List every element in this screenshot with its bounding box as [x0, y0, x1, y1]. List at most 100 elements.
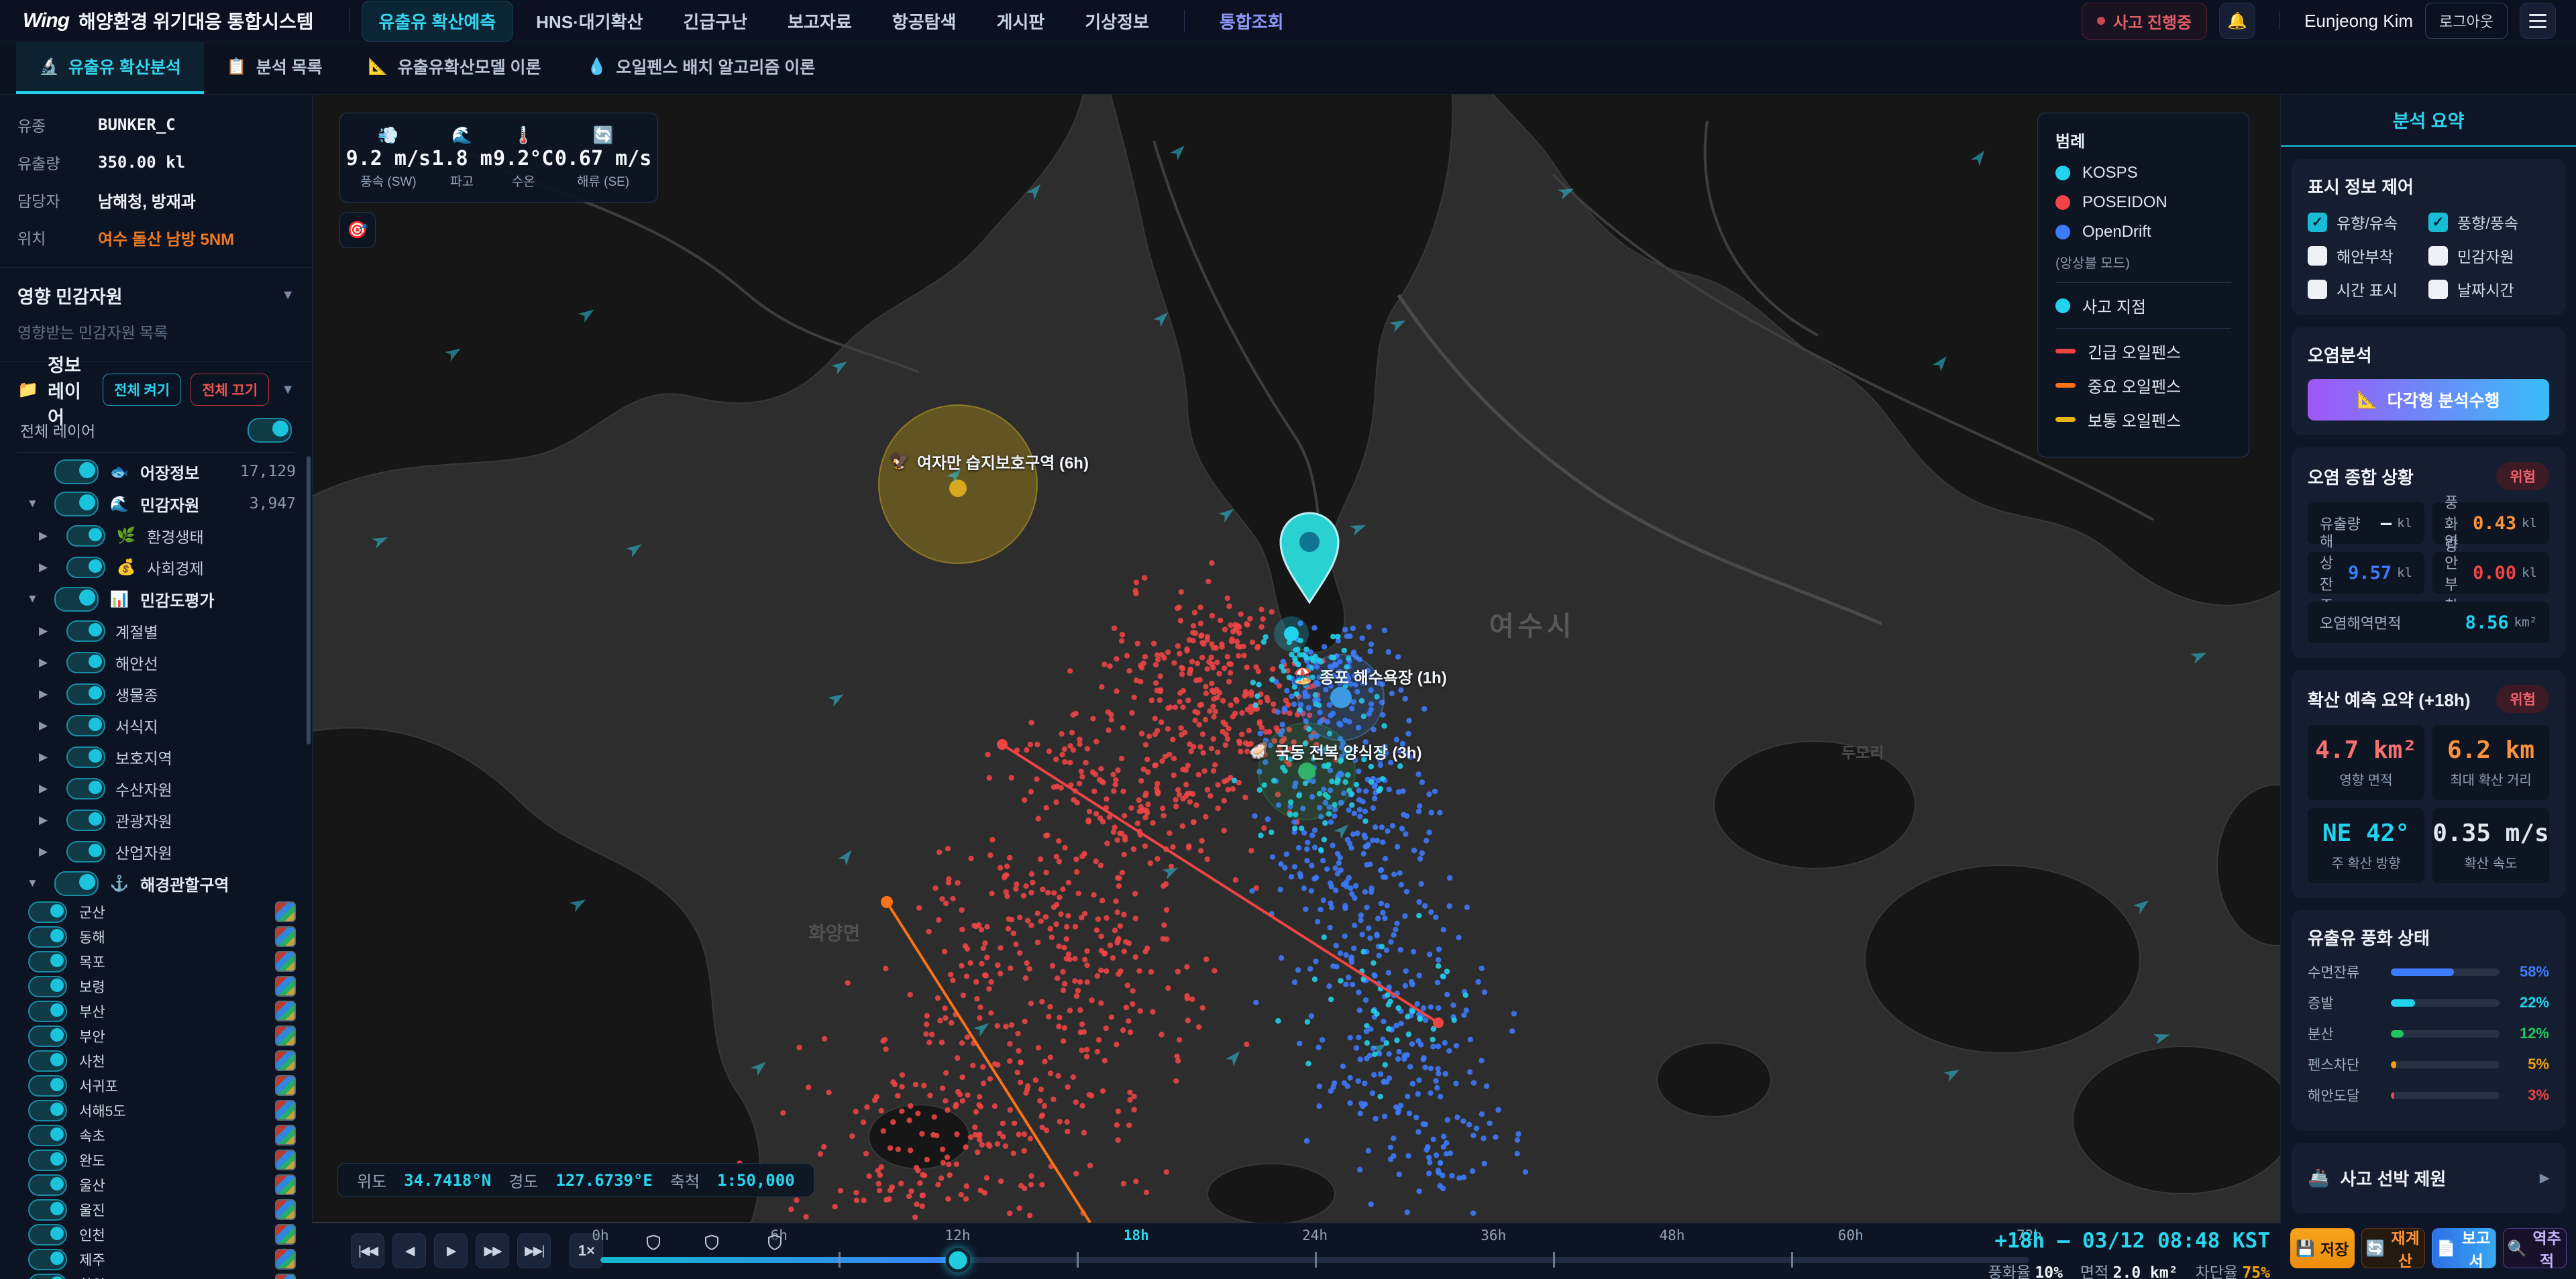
all-layers-on-button[interactable]: 전체 켜기 — [102, 374, 182, 406]
layer-toggle[interactable] — [66, 714, 105, 736]
polygon-analysis-button[interactable]: 📐 다각형 분석수행 — [2308, 379, 2549, 421]
tab-item[interactable]: 💧 오일펜스 배치 알고리즘 이론 — [564, 42, 839, 94]
region-style-icon[interactable] — [275, 1174, 296, 1195]
region-style-icon[interactable] — [275, 1100, 296, 1121]
notifications-button[interactable]: 🔔 — [2219, 3, 2256, 39]
layer-toggle[interactable] — [66, 620, 105, 642]
chevron-right-icon[interactable]: ▶ — [39, 781, 48, 795]
speed-button[interactable]: 1× — [570, 1233, 604, 1268]
region-toggle[interactable] — [28, 975, 67, 997]
chevron-right-icon[interactable]: ▶ — [39, 529, 48, 542]
unchecked-checkbox-icon[interactable] — [2428, 245, 2448, 266]
layer-toggle[interactable] — [66, 683, 105, 705]
layer-toggle[interactable] — [66, 746, 105, 768]
region-style-icon[interactable] — [275, 1249, 296, 1270]
region-toggle[interactable] — [28, 1074, 67, 1097]
region-toggle[interactable] — [28, 1025, 67, 1047]
menu-button[interactable] — [2520, 3, 2556, 39]
all-layers-off-button[interactable]: 전체 끄기 — [191, 374, 270, 406]
layer-toggle[interactable] — [66, 840, 105, 863]
chevron-right-icon[interactable]: ▶ — [39, 560, 48, 573]
region-toggle[interactable] — [28, 1174, 67, 1196]
layer-toggle[interactable] — [66, 777, 105, 799]
map-canvas[interactable]: 💨 9.2 m/s 풍속 (SW) 🌊 1.8 m 파고 🌡️ 9.2°C 수온 🔄 0.67 m/… — [312, 94, 2281, 1223]
layer-toggle[interactable] — [54, 871, 99, 896]
nav-item[interactable]: 항공탐색 — [892, 11, 957, 32]
display-checkbox[interactable]: ✓ 유향/유속 — [2308, 211, 2428, 233]
region-style-icon[interactable] — [275, 1150, 296, 1170]
sidebar-scrollbar[interactable] — [307, 456, 311, 744]
region-toggle[interactable] — [28, 1273, 67, 1279]
layer-toggle[interactable] — [66, 556, 105, 578]
region-style-icon[interactable] — [275, 1199, 296, 1220]
display-checkbox[interactable]: 날짜시간 — [2428, 278, 2549, 300]
region-toggle[interactable] — [28, 1050, 67, 1072]
region-toggle[interactable] — [28, 1099, 67, 1121]
region-style-icon[interactable] — [275, 1075, 296, 1096]
region-style-icon[interactable] — [275, 1224, 296, 1245]
display-checkbox[interactable]: 해안부착 — [2308, 244, 2428, 267]
checked-checkbox-icon[interactable]: ✓ — [2428, 212, 2448, 232]
backtrack-button[interactable]: 🔍 역추적 — [2502, 1228, 2567, 1270]
nav-item[interactable]: 통합조회 — [1219, 11, 1284, 32]
chevron-right-icon[interactable]: ▶ — [39, 813, 48, 826]
chevron-right-icon[interactable]: ▶ — [39, 844, 48, 858]
step-back-button[interactable]: ◀ — [392, 1233, 427, 1268]
region-toggle[interactable] — [28, 1248, 67, 1270]
display-checkbox[interactable]: 민감자원 — [2428, 244, 2549, 267]
chevron-right-icon[interactable]: ▶ — [39, 655, 48, 669]
fast-forward-button[interactable]: ▶▶ — [476, 1233, 510, 1268]
layer-toggle[interactable] — [66, 651, 105, 673]
region-style-icon[interactable] — [275, 926, 296, 947]
region-toggle[interactable] — [28, 950, 67, 972]
layer-toggle[interactable] — [66, 809, 105, 831]
layer-toggle[interactable] — [54, 459, 99, 484]
recalculate-button[interactable]: 🔄 재계산 — [2361, 1228, 2425, 1270]
region-style-icon[interactable] — [275, 1025, 296, 1046]
chevron-right-icon[interactable]: ▶ — [39, 687, 48, 700]
region-style-icon[interactable] — [275, 1274, 296, 1279]
nav-item[interactable]: HNS·대기확산 — [536, 11, 643, 32]
layer-toggle[interactable] — [54, 491, 99, 516]
display-checkbox[interactable]: ✓ 풍향/풍속 — [2428, 211, 2549, 233]
unchecked-checkbox-icon[interactable] — [2428, 279, 2448, 299]
locate-incident-button[interactable]: 🎯 — [339, 212, 376, 248]
timeline-handle[interactable] — [945, 1247, 970, 1272]
chevron-right-icon[interactable]: ▶ — [39, 718, 48, 732]
region-style-icon[interactable] — [275, 1050, 296, 1071]
nav-item[interactable]: 보고자료 — [788, 11, 852, 32]
play-button[interactable]: ▶ — [434, 1233, 468, 1268]
unchecked-checkbox-icon[interactable] — [2308, 245, 2327, 266]
nav-item[interactable]: 기상정보 — [1085, 11, 1149, 32]
region-toggle[interactable] — [28, 1199, 67, 1221]
region-toggle[interactable] — [28, 926, 67, 948]
nav-item[interactable]: 게시판 — [996, 11, 1045, 32]
tab-item[interactable]: 📋 분석 목록 — [204, 42, 345, 94]
region-style-icon[interactable] — [275, 1125, 296, 1146]
tab-item[interactable]: 📐 유출유확산모델 이론 — [345, 42, 564, 94]
region-toggle[interactable] — [28, 1000, 67, 1022]
report-button[interactable]: 📄 보고서 — [2432, 1228, 2496, 1270]
display-checkbox[interactable]: 시간 표시 — [2308, 278, 2428, 300]
region-style-icon[interactable] — [275, 1001, 296, 1021]
nav-item[interactable]: 긴급구난 — [683, 11, 748, 32]
timeline-track[interactable] — [600, 1234, 2029, 1272]
region-toggle[interactable] — [28, 1124, 67, 1146]
region-toggle[interactable] — [28, 1149, 67, 1171]
skip-start-button[interactable]: |◀◀ — [351, 1233, 385, 1268]
layer-toggle[interactable] — [66, 524, 105, 547]
master-layer-toggle[interactable] — [248, 417, 292, 443]
region-style-icon[interactable] — [275, 951, 296, 972]
chevron-down-icon[interactable]: ▼ — [27, 592, 38, 605]
chevron-right-icon[interactable]: ▶ — [39, 750, 48, 763]
nav-item[interactable]: 유출유 확산예측 — [361, 0, 514, 42]
save-button[interactable]: 💾 저장 — [2290, 1228, 2355, 1268]
chevron-right-icon[interactable]: ▶ — [39, 624, 48, 637]
vessel-card-header[interactable]: 🚢 사고 선박 제원 ▶ — [2308, 1166, 2549, 1190]
layer-toggle[interactable] — [54, 586, 99, 612]
region-toggle[interactable] — [28, 1223, 67, 1245]
checked-checkbox-icon[interactable]: ✓ — [2308, 212, 2327, 232]
skip-end-button[interactable]: ▶▶| — [517, 1233, 551, 1268]
chevron-down-icon[interactable]: ▼ — [27, 497, 38, 510]
logout-button[interactable]: 로그아웃 — [2425, 3, 2508, 39]
